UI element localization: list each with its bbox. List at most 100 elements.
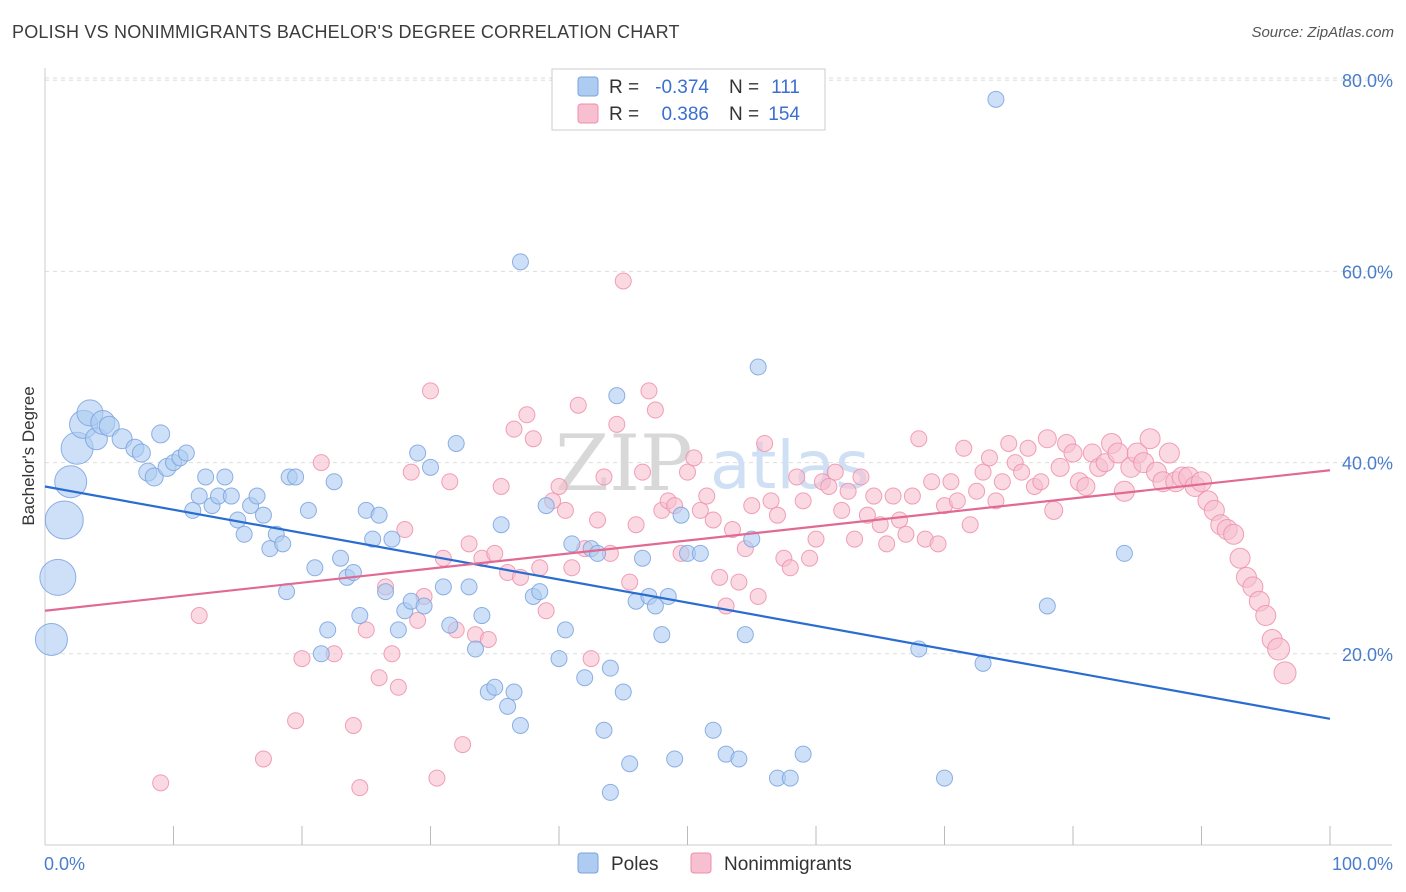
poles-point-69 [511, 717, 529, 734]
poles-point-30 [248, 487, 266, 505]
nonimmigrants-point-41 [569, 396, 587, 414]
nonimmigrants-point-101 [955, 439, 973, 457]
poles-point-71 [531, 583, 549, 601]
nonimmigrants-point-33 [518, 406, 536, 424]
poles-point-89 [659, 587, 677, 605]
poles-point-59 [441, 616, 459, 634]
bottom-legend-label-nonimmigrants: Nonimmigrants [724, 854, 852, 875]
nonimmigrants-point-103 [968, 482, 986, 500]
nonimmigrants-point-111 [1019, 439, 1037, 457]
nonimmigrants-point-16 [409, 611, 427, 629]
legend-n-value-poles: 111 [771, 77, 800, 98]
nonimmigrants-points [152, 272, 1297, 797]
poles-point-9 [98, 415, 120, 437]
axes [44, 68, 1392, 846]
nonimmigrants-trend-line [44, 469, 1331, 612]
poles-point-50 [377, 583, 395, 601]
poles-point-79 [595, 721, 613, 739]
poles-point-22 [197, 468, 215, 486]
nonimmigrants-point-115 [1044, 500, 1064, 520]
chart-title: POLISH VS NONIMMIGRANTS BACHELOR'S DEGRE… [12, 22, 680, 42]
poles-point-66 [492, 516, 510, 534]
nonimmigrants-point-80 [820, 478, 838, 495]
nonimmigrants-point-58 [679, 463, 696, 481]
nonimmigrants-point-60 [691, 501, 709, 519]
poles-point-110 [601, 783, 619, 801]
poles-point-90 [666, 750, 684, 768]
y-tick-label-60: 60.0% [1342, 262, 1393, 282]
poles-point-65 [486, 678, 504, 696]
nonimmigrants-point-133 [1158, 442, 1180, 464]
bottom-legend-swatch-nonimmigrants [690, 852, 712, 874]
nonimmigrants-point-45 [595, 468, 613, 486]
nonimmigrants-point-151 [1273, 661, 1297, 685]
nonimmigrants-point-52 [640, 382, 658, 400]
nonimmigrants-point-69 [749, 587, 767, 605]
bottom-legend-swatch-poles [577, 852, 599, 874]
nonimmigrants-point-59 [685, 449, 703, 467]
nonimmigrants-point-68 [743, 497, 761, 515]
nonimmigrants-point-118 [1063, 443, 1083, 463]
poles-point-46 [351, 607, 369, 625]
nonimmigrants-point-7 [344, 717, 362, 734]
nonimmigrants-point-27 [479, 630, 497, 648]
x-axis-ticks [173, 826, 1331, 845]
nonimmigrants-point-85 [852, 468, 870, 486]
nonimmigrants-point-12 [383, 645, 401, 663]
nonimmigrants-point-65 [723, 521, 741, 539]
poles-point-72 [537, 497, 555, 515]
nonimmigrants-point-75 [788, 468, 806, 486]
nonimmigrants-point-97 [929, 535, 947, 553]
nonimmigrants-point-72 [768, 506, 786, 524]
nonimmigrants-point-38 [550, 478, 568, 495]
poles-point-51 [383, 530, 401, 548]
x-tick-label-max: 100.0% [1332, 854, 1393, 874]
nonimmigrants-point-70 [756, 434, 774, 452]
poles-point-99 [749, 358, 767, 376]
y-tick-label-80: 80.0% [1342, 71, 1393, 91]
poles-point-75 [563, 535, 581, 553]
nonimmigrants-point-114 [1037, 429, 1057, 449]
nonimmigrants-point-144 [1229, 547, 1251, 569]
poles-point-78 [589, 544, 607, 562]
poles-point-56 [415, 597, 433, 615]
poles-point-31 [254, 506, 272, 524]
nonimmigrants-point-44 [589, 511, 607, 529]
x-tick-label-min: 0.0% [44, 854, 85, 874]
poles-point-39 [306, 559, 324, 577]
nonimmigrants-point-3 [287, 712, 305, 730]
nonimmigrants-point-35 [531, 559, 549, 577]
poles-point-28 [235, 525, 253, 543]
source-label: Source: ZipAtlas.com [1251, 24, 1394, 41]
nonimmigrants-point-21 [441, 473, 459, 491]
nonimmigrants-point-10 [370, 669, 388, 687]
poles-point-63 [473, 607, 491, 625]
nonimmigrants-point-99 [942, 473, 960, 491]
nonimmigrants-point-86 [858, 506, 876, 524]
grid-lines [45, 77, 1392, 655]
poles-point-48 [364, 530, 382, 548]
poles-point-91 [672, 506, 690, 524]
legend-r-value-nonimmigrants: 0.386 [661, 104, 709, 125]
poles-point-52 [389, 621, 407, 639]
nonimmigrants-point-84 [846, 530, 864, 548]
poles-point-73 [550, 650, 568, 668]
nonimmigrants-point-0 [152, 774, 170, 792]
legend-swatch-nonimmigrants [577, 103, 599, 124]
poles-point-37 [287, 468, 305, 486]
nonimmigrants-point-81 [826, 463, 844, 481]
y-axis-label: Bachelor's Degree [19, 386, 38, 525]
poles-point-85 [634, 549, 652, 567]
nonimmigrants-point-93 [903, 487, 921, 505]
poles-point-104 [936, 769, 953, 787]
legend: R = -0.374 N = 111 R = 0.386 N = 154 [551, 68, 826, 131]
poles-point-97 [736, 626, 754, 644]
poles-point-25 [216, 468, 234, 486]
poles-point-96 [730, 750, 748, 768]
nonimmigrants-point-76 [794, 492, 812, 510]
poles-point-81 [608, 387, 626, 405]
poles-point-93 [691, 544, 709, 562]
poles-point-62 [466, 640, 484, 658]
trend-lines [44, 469, 1331, 720]
nonimmigrants-point-51 [634, 463, 652, 481]
